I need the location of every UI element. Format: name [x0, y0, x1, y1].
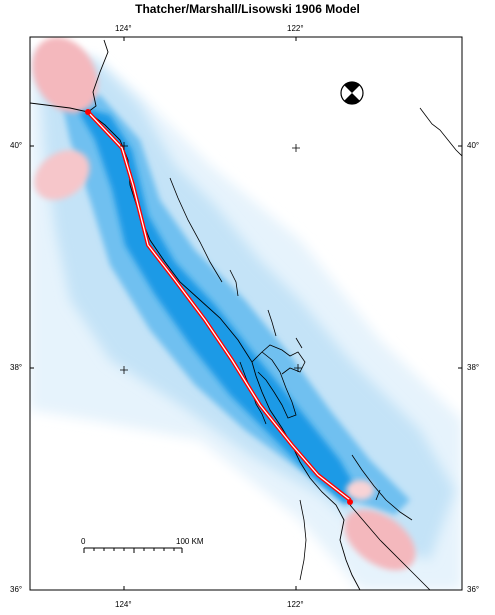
coastline — [30, 39, 361, 590]
fault-end-se — [347, 499, 353, 505]
scale-bar — [83, 547, 183, 553]
stress-lobe-nw — [32, 37, 98, 113]
bottom-tick-label-124: 124° — [115, 600, 132, 609]
stress-field — [30, 37, 462, 590]
map-frame — [29, 36, 463, 591]
top-tick-label-124: 124° — [115, 24, 132, 33]
left-tick-label-38: 38° — [10, 363, 23, 372]
scale-bar-start-label: 0 — [81, 537, 86, 546]
stress-zone-mid — [60, 95, 410, 515]
scale-bar-end-label: 100 KM — [176, 537, 204, 546]
inland-faults — [169, 107, 462, 590]
map-title: Thatcher/Marshall/Lisowski 1906 Model — [135, 2, 360, 16]
beachball-icon — [340, 81, 364, 105]
bottom-tick-label-122: 122° — [287, 600, 304, 609]
frame-ticks — [30, 37, 462, 591]
left-tick-label-40: 40° — [10, 141, 23, 150]
top-tick-label-122: 122° — [287, 24, 304, 33]
stress-lobe-w — [34, 150, 90, 200]
left-tick-label-36: 36° — [10, 585, 23, 594]
right-tick-label-40: 40° — [467, 141, 480, 150]
fault-trace-core — [87, 111, 351, 501]
stress-lobe-se-small — [346, 480, 374, 500]
right-tick-label-36: 36° — [467, 585, 480, 594]
right-tick-label-38: 38° — [467, 363, 480, 372]
plus-icon — [120, 142, 302, 374]
fault-end-nw — [85, 109, 91, 115]
stress-zone-deep — [75, 105, 360, 505]
